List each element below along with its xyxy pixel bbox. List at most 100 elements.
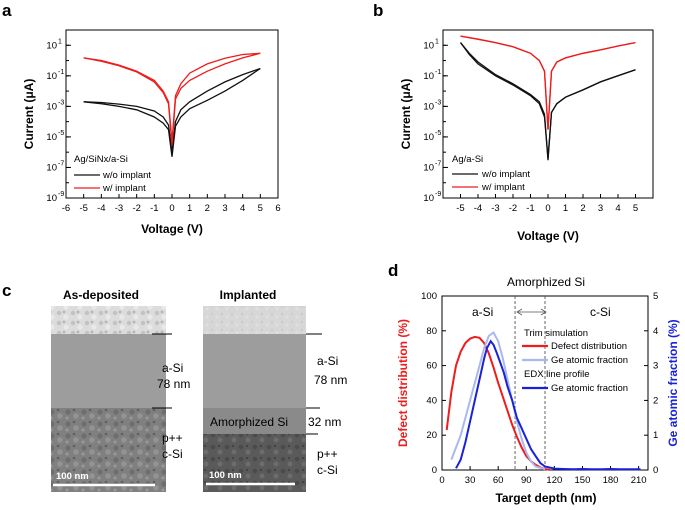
tem-as-deposited: As-deposited a-Si 78 nm p++ c-Si 100 nm xyxy=(51,288,190,492)
chart-b-ytick-exp-2: -5 xyxy=(435,130,441,137)
chart-a-ytick-label-5: 10 xyxy=(46,40,57,51)
chart-a-ytick-label-3: 10 xyxy=(46,101,57,112)
chart-d-legend-group2: EDX line profile xyxy=(524,369,589,380)
chart-d-ytick-left-label-1: 20 xyxy=(426,430,437,441)
chart-d-legend-defect: Defect distribution xyxy=(551,341,627,352)
chart-b-legend-title: Ag/a-Si xyxy=(452,154,483,165)
chart-a-ytick-label-0: 10 xyxy=(46,193,57,204)
chart-b-xtick-label-1: -4 xyxy=(474,203,482,214)
chart-d: Amorphized Si 0 30 60 90 120 150 180 2100204060… xyxy=(396,275,680,505)
tem-implanted: Implanted a-Si 78 nm Amorphized Si 32 nm… xyxy=(203,288,347,492)
chart-a-xtick-label-0: -6 xyxy=(62,203,70,214)
chart-b-ytick-label-0: 10 xyxy=(423,193,434,204)
panel-label-d: d xyxy=(388,261,398,280)
chart-b-series-1 xyxy=(459,42,636,159)
tem-left-title: As-deposited xyxy=(63,288,139,302)
chart-d-ytick-right-label-4: 4 xyxy=(653,326,658,337)
chart-a-ytick-exp-2: -5 xyxy=(58,130,64,137)
tem-right-amorph-layer xyxy=(203,408,306,434)
chart-d-series-2 xyxy=(455,339,641,471)
chart-d-arrow xyxy=(516,308,547,316)
chart-b-xtick-label-3: -2 xyxy=(509,203,517,214)
chart-d-title: Amorphized Si xyxy=(507,275,585,289)
chart-b-xtick-label-6: 1 xyxy=(563,203,568,214)
chart-b-frame xyxy=(442,29,654,199)
chart-b-ytick-exp-5: 1 xyxy=(435,38,439,45)
tem-left-substrate xyxy=(51,408,166,492)
chart-a-series-1 xyxy=(83,67,261,153)
tem-left-asi-layer xyxy=(51,334,166,408)
tem-left-cap-layer xyxy=(51,306,166,334)
chart-a-ytick-exp-3: -3 xyxy=(58,99,64,106)
chart-a-ytick-label-4: 10 xyxy=(46,71,57,82)
tem-right-scale-label: 100 nm xyxy=(209,470,242,481)
chart-a-xtick-label-12: 6 xyxy=(275,203,280,214)
chart-d-series-1 xyxy=(450,331,546,471)
chart-a-xtick-label-9: 3 xyxy=(222,203,227,214)
tem-left-asi-thickness: 78 nm xyxy=(157,377,190,391)
chart-b-ytick-label-1: 10 xyxy=(423,162,434,173)
chart-a-legend-title: Ag/SiNx/a-Si xyxy=(74,154,128,165)
tem-right-asi-layer xyxy=(203,334,306,408)
chart-d-legend: Trim simulation Defect distribution Ge a… xyxy=(522,328,628,394)
chart-d-xtick-label-1: 30 xyxy=(465,475,476,486)
chart-b-ylabel: Current (μA) xyxy=(399,79,413,150)
chart-d-ytick-left-label-0: 0 xyxy=(432,465,437,476)
chart-d-ticks: 0 30 60 90 120 150 180 210 0 20 40 60 80 100 0 1 2 3 4 5 xyxy=(421,291,658,486)
chart-b-xtick-label-10: 5 xyxy=(633,203,638,214)
tem-right-amorph-thickness: 32 nm xyxy=(308,415,341,429)
chart-a-series-2 xyxy=(83,52,261,145)
chart-d-xlabel: Target depth (nm) xyxy=(495,491,596,505)
chart-b-legend: Ag/a-Si w/o implant w/ implant xyxy=(452,154,530,193)
tem-left-sub-label2: c-Si xyxy=(162,447,183,461)
tem-left-asi-label: a-Si xyxy=(162,361,183,375)
chart-b-series-3 xyxy=(460,35,636,130)
chart-d-series xyxy=(445,331,641,471)
panel-label-c: c xyxy=(2,281,11,300)
chart-d-xtick-label-2: 60 xyxy=(493,475,504,486)
tem-right-substrate xyxy=(203,434,306,492)
chart-a-ytick-exp-1: -7 xyxy=(58,160,64,167)
chart-d-xtick-label-0: 0 xyxy=(439,475,444,486)
chart-d-ytick-left-label-4: 80 xyxy=(426,326,437,337)
chart-a-legend-w: w/ implant xyxy=(102,183,146,194)
chart-a: -6 -5 -4 -3 -2 -1 0 1 2 3 4 5 610 -910 -710 -510 -310 -11… xyxy=(22,29,281,236)
chart-b-ytick-exp-3: -3 xyxy=(435,99,441,106)
chart-a-xtick-label-6: 0 xyxy=(169,203,174,214)
chart-d-legend-ge-edx: Ge atomic fraction xyxy=(551,383,628,394)
chart-b-xtick-label-4: -1 xyxy=(526,203,534,214)
chart-b-ytick-label-4: 10 xyxy=(423,71,434,82)
chart-d-ytick-left-label-3: 60 xyxy=(426,361,437,372)
chart-d-ytick-right-label-3: 3 xyxy=(653,361,658,372)
chart-a-ytick-label-2: 10 xyxy=(46,132,57,143)
chart-a-ytick-exp-0: -9 xyxy=(58,191,64,198)
chart-b-xtick-label-0: -5 xyxy=(456,203,464,214)
chart-a-ylabel: Current (μA) xyxy=(22,79,36,150)
chart-d-arrow-left-head xyxy=(516,308,523,316)
chart-d-ytick-right-label-1: 1 xyxy=(653,430,658,441)
chart-a-xtick-label-10: 4 xyxy=(240,203,245,214)
chart-b-legend-wo: w/o implant xyxy=(481,169,530,180)
chart-a-series-0 xyxy=(83,67,261,157)
chart-d-xtick-label-5: 150 xyxy=(575,475,591,486)
chart-a-xtick-label-1: -5 xyxy=(79,203,87,214)
chart-b-series-2 xyxy=(460,35,636,130)
chart-d-ytick-right-label-0: 0 xyxy=(653,465,658,476)
chart-d-ylabel-right: Ge atomic fraction (%) xyxy=(666,319,680,446)
tem-right-asi-thickness: 78 nm xyxy=(314,373,347,387)
chart-a-xtick-label-3: -3 xyxy=(115,203,123,214)
chart-a-ytick-label-1: 10 xyxy=(46,162,57,173)
tem-right-asi-label: a-Si xyxy=(317,354,338,368)
chart-d-ylabel-left: Defect distribution (%) xyxy=(396,319,410,447)
chart-b-ytick-exp-4: -1 xyxy=(435,69,441,76)
chart-b-ytick-exp-1: -7 xyxy=(435,160,441,167)
chart-b-series-0 xyxy=(459,42,636,161)
chart-d-region-asi: a-Si xyxy=(472,305,493,319)
tem-right-sub-label2: c-Si xyxy=(317,463,338,477)
chart-a-xlabel: Voltage (V) xyxy=(141,222,203,236)
chart-a-xtick-label-4: -2 xyxy=(132,203,140,214)
chart-a-legend: Ag/SiNx/a-Si w/o implant w/ implant xyxy=(74,154,151,194)
